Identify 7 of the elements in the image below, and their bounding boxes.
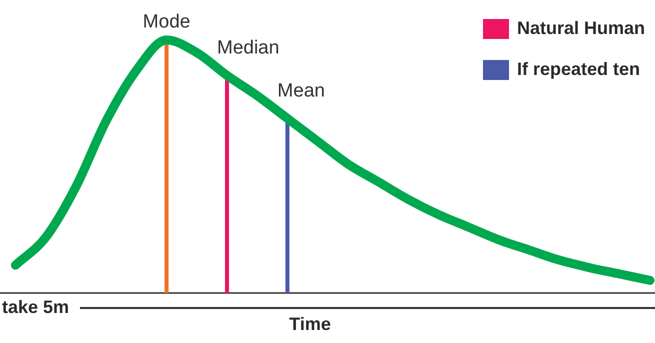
annotation: Median bbox=[217, 38, 280, 59]
text: Mode bbox=[142, 12, 190, 33]
text: take 5m bbox=[2, 297, 70, 318]
annotation: If repeated ten bbox=[517, 59, 640, 80]
x-axis-title: Time bbox=[289, 314, 331, 334]
text: Natural Human bbox=[517, 18, 646, 39]
annotation: Mean bbox=[277, 80, 325, 102]
